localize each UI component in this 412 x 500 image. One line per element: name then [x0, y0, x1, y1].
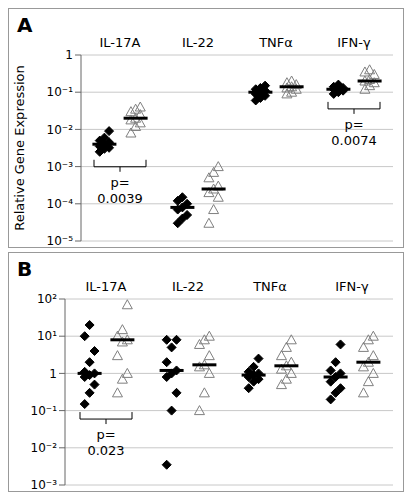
- html-text:B: B: [17, 257, 33, 281]
- svg-text:IL-17A: IL-17A: [86, 279, 127, 294]
- svg-text:10⁻²: 10⁻²: [31, 441, 58, 455]
- svg-text:10⁻¹: 10⁻¹: [47, 85, 74, 99]
- svg-text:IL-22: IL-22: [182, 35, 214, 50]
- svg-text:1: 1: [49, 367, 57, 381]
- svg-text:IFN-γ: IFN-γ: [337, 35, 371, 50]
- svg-text:TNFα: TNFα: [258, 35, 293, 50]
- svg-text:10²: 10²: [37, 292, 57, 306]
- svg-text:10⁻⁵: 10⁻⁵: [47, 234, 74, 247]
- svg-text:0.0039: 0.0039: [97, 191, 143, 206]
- svg-text:0.0074: 0.0074: [331, 133, 377, 148]
- svg-text:p=: p=: [110, 175, 129, 190]
- svg-text:IFN-γ: IFN-γ: [335, 279, 369, 294]
- svg-text:10⁻¹: 10⁻¹: [31, 404, 58, 418]
- html-text:A: A: [17, 13, 33, 37]
- svg-text:p=: p=: [96, 427, 115, 442]
- svg-text:IL-17A: IL-17A: [100, 35, 141, 50]
- svg-text:Relative Gene Expression: Relative Gene Expression: [12, 65, 27, 231]
- svg-text:10¹: 10¹: [37, 329, 57, 343]
- svg-text:10⁻³: 10⁻³: [47, 160, 74, 174]
- svg-text:1: 1: [65, 48, 73, 62]
- svg-text:10⁻²: 10⁻²: [47, 123, 74, 137]
- svg-text:IL-22: IL-22: [172, 279, 204, 294]
- svg-text:TNFα: TNFα: [252, 279, 287, 294]
- svg-text:0.023: 0.023: [87, 443, 124, 458]
- svg-text:10⁻⁴: 10⁻⁴: [47, 197, 74, 211]
- svg-text:10⁻³: 10⁻³: [31, 478, 58, 491]
- svg-text:p=: p=: [344, 117, 363, 132]
